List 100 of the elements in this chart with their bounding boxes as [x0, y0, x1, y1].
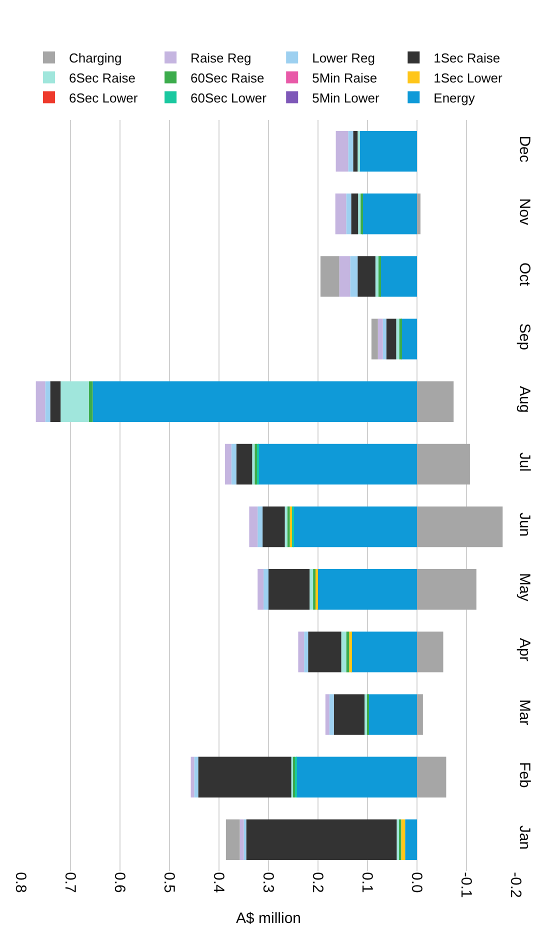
- bar: [304, 632, 308, 672]
- x-axis-title: A$ million: [236, 910, 302, 927]
- y-tick-label: May: [516, 572, 533, 602]
- bar: [368, 694, 417, 735]
- x-tick-label: 0.6: [111, 872, 128, 893]
- bar: [339, 256, 350, 297]
- bar: [351, 194, 358, 234]
- bar: [417, 756, 446, 798]
- x-tick-label: 0.8: [12, 872, 30, 893]
- legend-label: 60Sec Raise: [190, 70, 264, 86]
- bar: [364, 694, 368, 735]
- bar: [284, 506, 288, 548]
- bar: [50, 381, 61, 422]
- bar: [258, 569, 264, 610]
- y-tick-label: Jul: [516, 452, 533, 472]
- bar: [399, 318, 402, 360]
- bar: [417, 381, 454, 422]
- bar: [92, 381, 417, 422]
- bar: [401, 318, 417, 360]
- bar: [329, 694, 334, 735]
- bar: [417, 506, 503, 548]
- legend-label: 60Sec Lower: [190, 90, 268, 106]
- x-tick-label: 0.4: [210, 872, 228, 893]
- legend-label: Lower Reg: [312, 50, 375, 66]
- bar: [350, 256, 358, 297]
- bar: [353, 130, 358, 172]
- bar: [310, 569, 314, 610]
- bar: [382, 318, 386, 360]
- bar: [417, 194, 420, 234]
- bar: [296, 756, 417, 798]
- bar: [60, 381, 89, 422]
- legend-label: 5Min Raise: [312, 70, 378, 86]
- y-tick-label: Nov: [516, 198, 533, 226]
- x-tick-label: 0.3: [260, 872, 277, 893]
- legend-label: 6Sec Lower: [69, 90, 138, 106]
- y-tick-label: Aug: [516, 386, 533, 413]
- y-tick-label: Jan: [516, 825, 533, 850]
- legend-label: Energy: [434, 90, 476, 106]
- y-tick-label: Jun: [516, 512, 533, 537]
- legend-label: 5Min Lower: [312, 90, 380, 106]
- bar: [346, 194, 352, 234]
- bar: [358, 256, 376, 297]
- x-tick-label: 0.2: [309, 872, 326, 893]
- bar: [360, 130, 417, 172]
- bar: [348, 130, 354, 172]
- x-tick-label: -0.1: [458, 872, 475, 898]
- legend-label: 1Sec Raise: [434, 50, 500, 66]
- x-tick-label: 0.1: [358, 872, 376, 893]
- bar: [396, 318, 400, 360]
- bar: [341, 632, 346, 672]
- y-tick-label: Oct: [516, 262, 533, 287]
- y-tick-label: Apr: [516, 638, 533, 662]
- legend-label: 1Sec Lower: [434, 70, 503, 86]
- bar: [246, 819, 397, 860]
- y-tick-label: Dec: [516, 136, 533, 163]
- bar: [45, 381, 50, 422]
- bar: [231, 444, 236, 485]
- bar: [346, 632, 350, 672]
- bar: [380, 256, 417, 297]
- bar: [351, 632, 417, 672]
- bar: [336, 130, 348, 172]
- bar: [240, 819, 244, 860]
- bar: [417, 632, 444, 672]
- legend-label: Charging: [69, 50, 122, 66]
- legend-label: 6Sec Raise: [69, 70, 136, 86]
- bar: [362, 194, 417, 234]
- x-tick-label: 0.5: [160, 872, 178, 893]
- bar: [405, 819, 417, 860]
- bar: [308, 632, 342, 672]
- bar: [236, 444, 252, 485]
- bar: [325, 694, 330, 735]
- bar: [262, 506, 285, 548]
- bar: [335, 194, 346, 234]
- bar: [401, 819, 406, 860]
- y-tick-label: Mar: [516, 699, 533, 726]
- bar: [371, 318, 378, 360]
- bar: [198, 756, 292, 798]
- bar: [417, 694, 423, 735]
- bar: [287, 506, 290, 548]
- bar: [417, 569, 476, 610]
- bar: [358, 194, 361, 234]
- bar: [334, 694, 365, 735]
- y-tick-label: Sep: [516, 323, 533, 350]
- bar: [298, 632, 304, 672]
- bar: [293, 506, 417, 548]
- bar: [349, 632, 352, 672]
- bar: [249, 506, 258, 548]
- bar: [252, 444, 255, 485]
- y-tick-label: Feb: [516, 762, 533, 788]
- bar: [268, 569, 310, 610]
- bar: [386, 318, 396, 360]
- bar: [313, 569, 316, 610]
- bar: [88, 381, 93, 422]
- bar: [375, 256, 378, 297]
- bar: [264, 569, 268, 610]
- bar: [36, 381, 46, 422]
- bar: [317, 569, 417, 610]
- bar: [378, 318, 383, 360]
- bar: [226, 819, 240, 860]
- legend-label: Raise Reg: [190, 50, 252, 66]
